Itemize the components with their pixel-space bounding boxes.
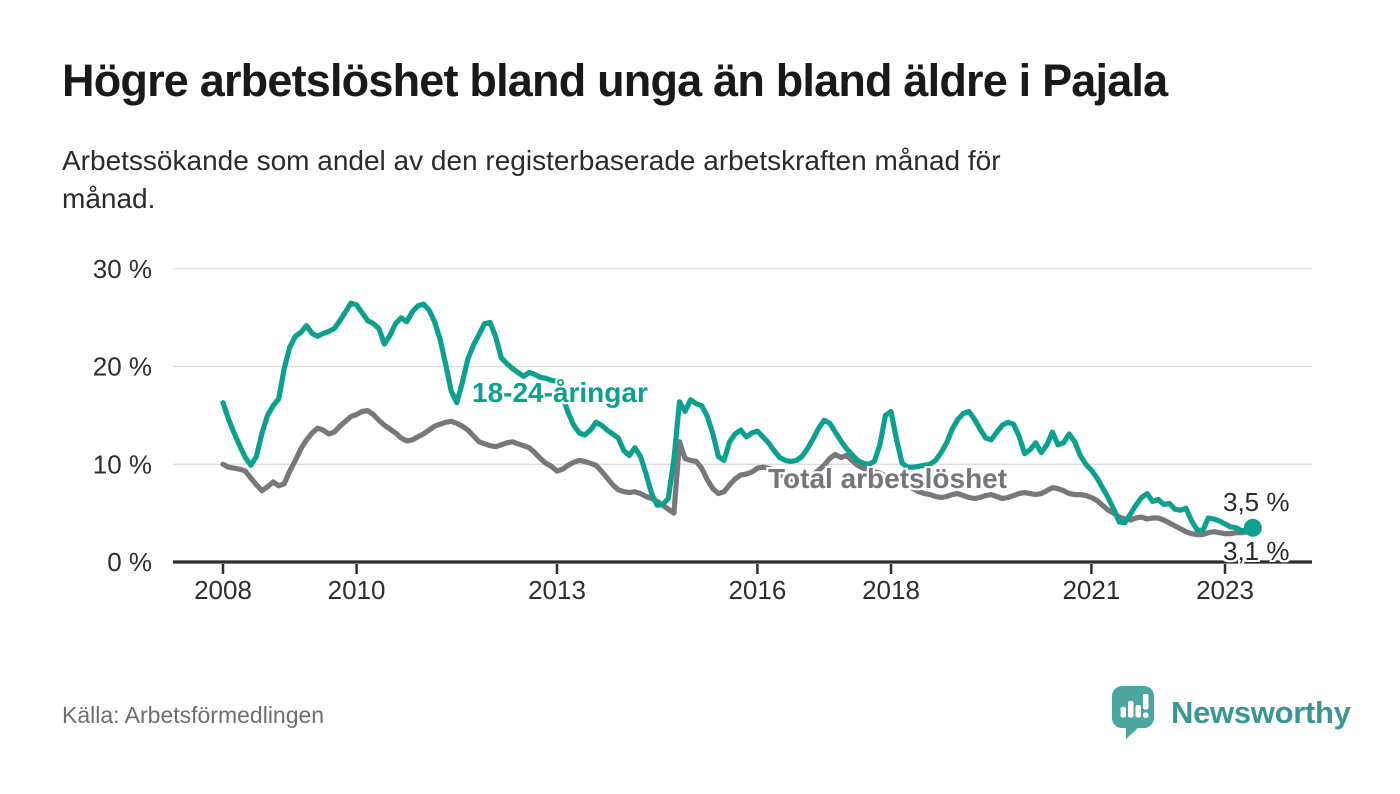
end-value-label-young: 3,5 %	[1223, 487, 1290, 517]
end-value-label-total: 3,1 %	[1223, 536, 1290, 566]
series-label-young: 18-24-åringar	[472, 377, 648, 408]
source-credit: Källa: Arbetsförmedlingen	[62, 702, 325, 728]
y-axis-label: 10 %	[93, 449, 152, 479]
x-axis-label: 2018	[862, 575, 920, 605]
series-end-dot	[1243, 518, 1262, 537]
x-axis-label: 2016	[728, 575, 786, 605]
x-axis-label: 2013	[528, 575, 586, 605]
series-line-total-arbetsl-shet	[220, 408, 1256, 538]
newsworthy-logo: Newsworthy	[1112, 686, 1351, 739]
page-title: Högre arbetslöshet bland unga än bland ä…	[62, 55, 1168, 106]
x-axis-label: 2008	[194, 575, 252, 605]
newsworthy-bubble-chart-icon	[1112, 686, 1154, 739]
page-subtitle: Arbetssökande som andel av den registerb…	[62, 145, 1001, 214]
y-axis-label: 20 %	[93, 352, 152, 382]
brand-wordmark: Newsworthy	[1171, 694, 1351, 730]
series-label-total: Total arbetslöshet	[768, 463, 1008, 494]
x-axis-label: 2023	[1196, 575, 1254, 605]
x-axis-label: 2010	[328, 575, 386, 605]
y-axis-label: 30 %	[93, 254, 152, 284]
y-axis-label: 0 %	[107, 547, 152, 577]
x-axis-label: 2021	[1062, 575, 1120, 605]
series-line-18-24-ringar	[220, 300, 1256, 534]
